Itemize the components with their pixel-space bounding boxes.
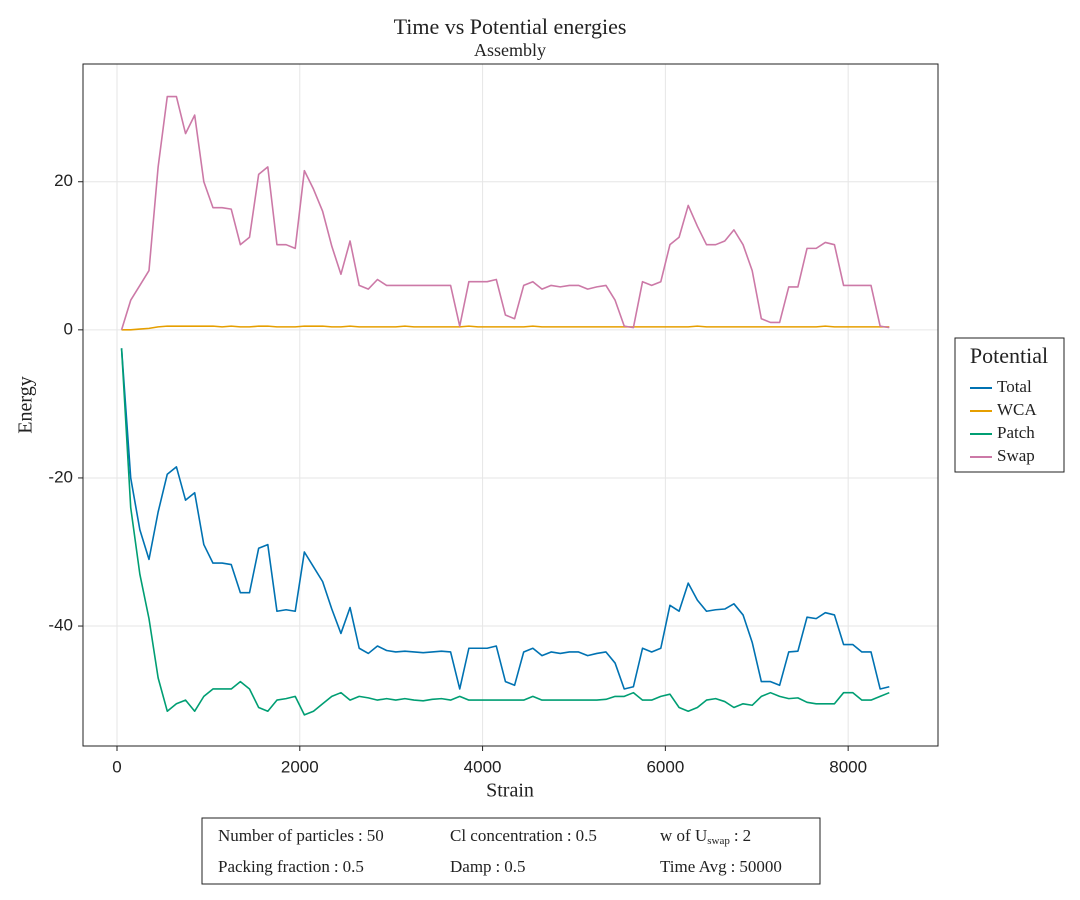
- x-tick-label: 0: [112, 757, 121, 776]
- parameter-value: 50000: [739, 857, 782, 876]
- parameter: Number of particles:50: [218, 826, 384, 845]
- parameter-name: Cl concentration: [450, 826, 563, 845]
- parameter-value: 0.5: [504, 857, 525, 876]
- x-tick-label: 6000: [646, 757, 684, 776]
- y-tick-label: -20: [48, 467, 73, 486]
- y-tick-label: -40: [48, 616, 73, 635]
- y-tick-label: 0: [64, 319, 73, 338]
- plot-frame: [82, 63, 939, 747]
- parameter-separator: :: [731, 857, 736, 876]
- y-axis-label: Energy: [15, 376, 37, 433]
- series-line: [120, 95, 890, 331]
- chart-subtitle: Assembly: [474, 40, 546, 60]
- parameter-value: 50: [367, 826, 384, 845]
- legend: Total WCA Patch Swap: [970, 377, 1037, 465]
- x-tick-label: 8000: [829, 757, 867, 776]
- parameter-value: 0.5: [343, 857, 364, 876]
- x-tick-label: 2000: [281, 757, 319, 776]
- parameter-name: Damp: [450, 857, 492, 876]
- parameter-value: 2: [743, 826, 752, 845]
- parameter: Damp:0.5: [450, 857, 526, 876]
- legend-label: WCA: [997, 400, 1037, 419]
- legend-label: Total: [997, 377, 1032, 396]
- chart-title: Time vs Potential energies: [394, 14, 627, 39]
- parameter-subscript: swap: [707, 835, 730, 847]
- y-tick-label: 20: [54, 171, 73, 190]
- legend-label: Patch: [997, 423, 1035, 442]
- parameter-separator: :: [567, 826, 572, 845]
- parameters-box: [201, 817, 821, 885]
- parameter-name: Packing fraction: [218, 857, 330, 876]
- series-line: [121, 325, 890, 331]
- parameter-separator: :: [496, 857, 501, 876]
- parameter-value: 0.5: [576, 826, 597, 845]
- parameter-separator: :: [358, 826, 363, 845]
- parameter-name: w of U: [660, 826, 707, 845]
- parameters: Number of particles:50 Cl concentration:0…: [218, 826, 782, 876]
- x-tick-label: 4000: [464, 757, 502, 776]
- legend-title: Potential: [970, 343, 1048, 368]
- legend-label: Swap: [997, 446, 1035, 465]
- parameter: Time Avg:50000: [660, 857, 782, 876]
- parameter-name: Number of particles: [218, 826, 354, 845]
- parameter: Cl concentration:0.5: [450, 826, 597, 845]
- x-axis-label: Strain: [486, 780, 534, 802]
- legend-box: [954, 337, 1065, 473]
- parameter-separator: :: [334, 857, 339, 876]
- parameter: w of Uswap:2: [660, 826, 751, 847]
- series-line: [120, 348, 890, 716]
- parameter-name: Time Avg: [660, 857, 727, 876]
- series-line: [120, 348, 890, 690]
- parameter: Packing fraction:0.5: [218, 857, 364, 876]
- plot-area: [78, 64, 938, 751]
- parameter-separator: :: [734, 826, 739, 845]
